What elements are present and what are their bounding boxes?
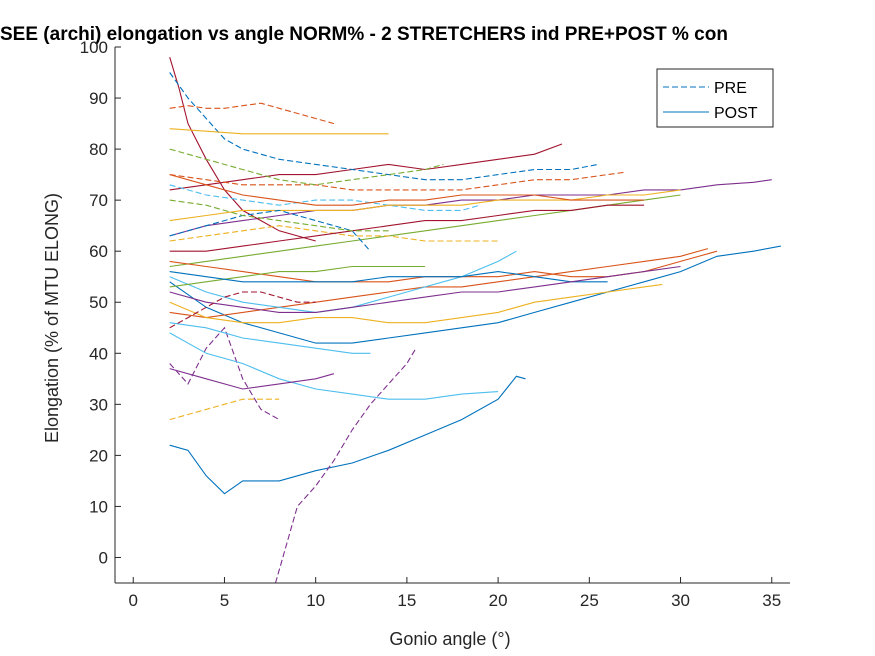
series-line-31 [169,199,389,232]
series-line-9 [169,283,663,324]
y-tick-label: 100 [80,38,108,57]
x-tick-label: 30 [671,591,690,610]
x-tick-label: 25 [580,591,599,610]
y-tick-label: 50 [89,293,108,312]
series-line-17 [169,171,626,191]
x-tick-label: 10 [306,591,325,610]
y-tick-label: 90 [89,89,108,108]
series-line-28 [169,265,681,313]
series-line-25 [169,271,608,283]
series-line-13 [169,57,316,242]
x-tick-label: 35 [762,591,781,610]
series-line-32 [169,174,645,206]
series-line-2 [274,347,417,583]
series-line-6 [169,398,280,421]
legend: PRE POST [656,68,774,128]
y-axis-label: Elongation (% of MTU ELONG) [42,193,62,443]
series-line-15 [169,102,335,125]
series-line-5 [169,368,335,390]
axes-frame [114,47,790,584]
y-tick-label: 60 [89,242,108,261]
y-tick-label: 0 [99,548,108,567]
series-line-26 [169,189,681,222]
chart-title: SEE (archi) elongation vs angle NORM% - … [0,24,728,45]
x-tick-label: 15 [397,591,416,610]
series-line-7 [169,245,782,344]
x-tick-label: 5 [220,591,229,610]
y-axis-ticks: 0 10 20 30 40 50 60 70 80 90 100 [80,38,121,567]
y-tick-label: 40 [89,344,108,363]
y-tick-label: 20 [89,446,108,465]
series-line-30 [169,291,316,329]
series-line-27 [169,322,371,354]
plot-series-group [169,57,782,583]
series-line-19 [169,148,444,186]
legend-label-pre: PRE [714,80,747,97]
legend-box [656,68,774,128]
y-tick-label: 80 [89,140,108,159]
x-tick-label: 20 [489,591,508,610]
series-line-21 [169,204,645,252]
series-line-12 [169,143,563,191]
y-tick-label: 70 [89,191,108,210]
series-line-4 [169,332,499,400]
y-tick-label: 30 [89,395,108,414]
series-line-16 [169,128,389,135]
series-line-29 [169,209,371,252]
legend-label-post: POST [714,105,758,122]
series-line-1 [169,375,526,495]
x-tick-label: 0 [129,591,138,610]
series-line-3 [169,326,280,421]
x-axis-label: Gonio angle (°) [389,629,510,649]
series-line-10 [169,179,772,237]
y-tick-label: 10 [89,497,108,516]
series-line-20 [169,184,481,211]
series-line-14 [169,72,599,181]
x-axis-ticks: 0 5 10 15 20 25 30 35 [129,577,781,610]
series-line-24 [169,265,426,288]
